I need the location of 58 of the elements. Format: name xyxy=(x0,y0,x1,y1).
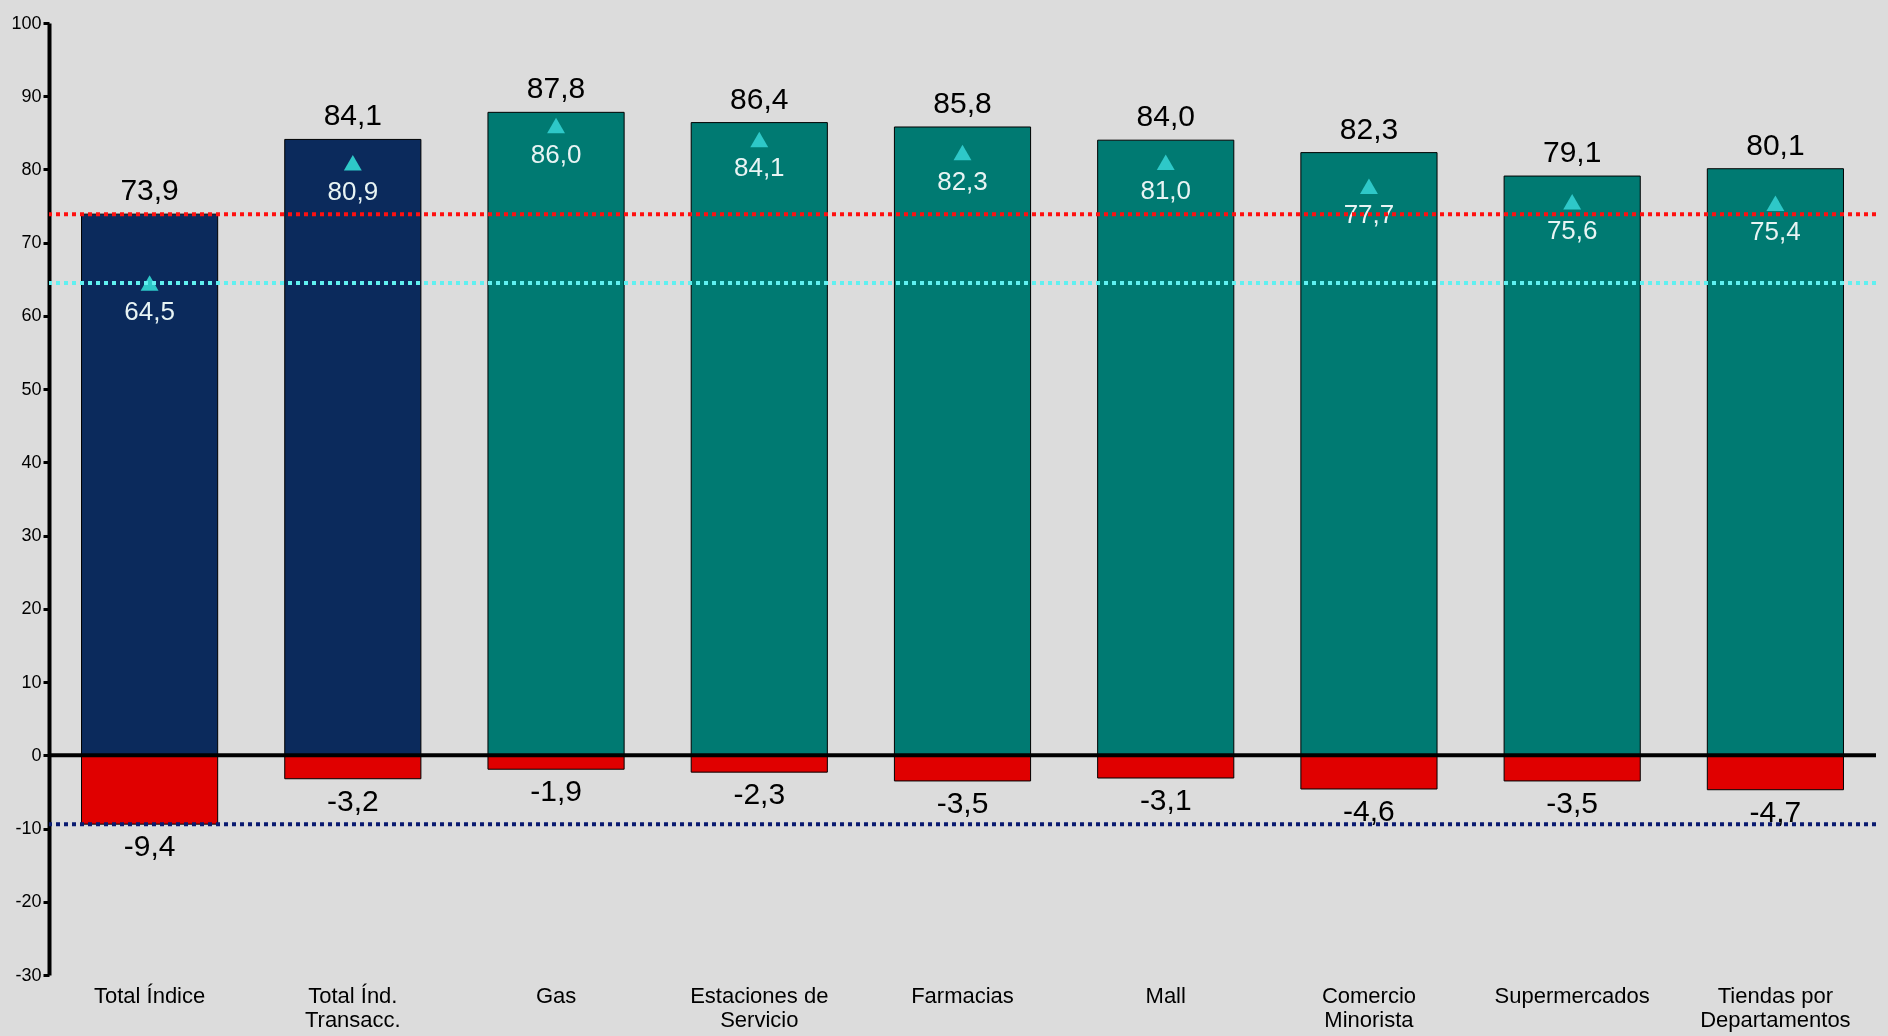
data-label: 84,1 xyxy=(323,98,383,132)
x-tick-label: Supermercados xyxy=(1494,982,1650,1008)
data-label: -3,5 xyxy=(1546,785,1599,819)
point xyxy=(953,144,972,161)
data-label: 82,3 xyxy=(937,165,988,196)
data-label: -3,1 xyxy=(1139,783,1192,817)
point xyxy=(1766,195,1785,211)
data-label: 87,8 xyxy=(526,71,586,105)
y-tick-label: 90 xyxy=(21,85,42,106)
point xyxy=(547,117,565,134)
y-tick-label: 70 xyxy=(21,232,42,253)
data-label: 64,5 xyxy=(124,295,175,326)
y-tick-label: 0 xyxy=(31,744,42,765)
x-tick-label: Farmacias xyxy=(911,982,1014,1008)
data-label: 80,1 xyxy=(1746,127,1805,161)
x-tick-label: Comercio Minorista xyxy=(1321,982,1417,1032)
data-label: 73,9 xyxy=(120,173,179,207)
y-tick-label: 50 xyxy=(21,378,42,399)
data-label: 75,6 xyxy=(1546,214,1598,245)
x-tick-label: Mall xyxy=(1145,982,1186,1008)
point xyxy=(1156,154,1175,170)
y-tick-label: 80 xyxy=(21,158,42,179)
y-tick-label: -30 xyxy=(15,964,42,985)
data-label: -9,4 xyxy=(123,829,176,863)
data-label: 85,8 xyxy=(933,85,992,119)
y-tick-label: -20 xyxy=(15,891,42,912)
data-label: -3,5 xyxy=(936,785,989,819)
data-label: 80,9 xyxy=(327,175,379,206)
data-label: 86,0 xyxy=(530,138,582,169)
y-tick-label: 10 xyxy=(21,671,42,692)
x-tick-label: Tiendas por Departamentos xyxy=(1700,982,1851,1032)
data-label: 75,4 xyxy=(1750,216,1801,247)
data-label: 82,3 xyxy=(1339,111,1399,145)
data-label: -3,2 xyxy=(326,783,379,817)
point xyxy=(1563,193,1582,210)
y-tick-label: 60 xyxy=(21,305,42,326)
x-tick-label: Gas xyxy=(535,982,577,1008)
x-tick-label: Total Índ. Transacc. xyxy=(304,982,401,1032)
y-tick-label: 40 xyxy=(21,451,42,472)
data-label: -1,9 xyxy=(530,774,582,808)
y-tick-label: 30 xyxy=(21,525,42,546)
point xyxy=(750,131,769,148)
data-label: 84,0 xyxy=(1136,99,1195,133)
data-label: -2,3 xyxy=(733,777,786,811)
data-label: 86,4 xyxy=(730,81,789,115)
data-label: -4,7 xyxy=(1749,794,1802,828)
data-label: 77,7 xyxy=(1343,199,1395,230)
point xyxy=(343,155,362,171)
x-tick-label: Total Índice xyxy=(93,982,206,1008)
data-label: -4,6 xyxy=(1343,793,1395,827)
x-tick-label: Estaciones de Servicio xyxy=(690,982,829,1032)
point xyxy=(1360,178,1378,195)
data-label: 84,1 xyxy=(733,152,785,183)
data-label: 79,1 xyxy=(1542,135,1602,169)
data-label: 81,0 xyxy=(1140,175,1192,206)
y-tick-label: 20 xyxy=(21,598,42,619)
y-tick-label: 100 xyxy=(11,12,42,33)
y-tick-label: -10 xyxy=(15,818,42,839)
